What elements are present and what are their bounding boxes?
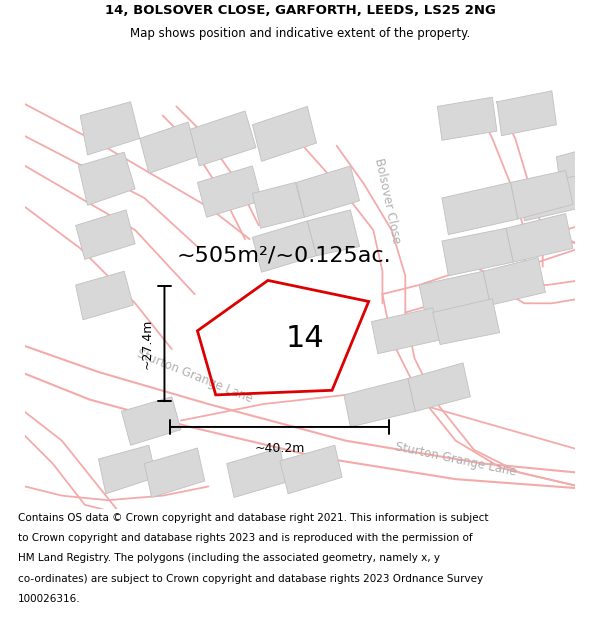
Polygon shape xyxy=(197,166,262,217)
Polygon shape xyxy=(98,445,156,494)
Text: HM Land Registry. The polygons (including the associated geometry, namely x, y: HM Land Registry. The polygons (includin… xyxy=(18,553,440,563)
Polygon shape xyxy=(227,448,287,498)
Polygon shape xyxy=(145,448,205,498)
Polygon shape xyxy=(442,228,514,276)
Text: ~27.4m: ~27.4m xyxy=(140,318,154,369)
Polygon shape xyxy=(253,182,305,228)
Polygon shape xyxy=(80,102,140,155)
Polygon shape xyxy=(76,271,133,320)
Polygon shape xyxy=(140,122,197,173)
Polygon shape xyxy=(442,182,518,234)
Text: ~505m²/~0.125ac.: ~505m²/~0.125ac. xyxy=(176,246,391,266)
Polygon shape xyxy=(437,98,497,140)
Text: 100026316.: 100026316. xyxy=(18,594,80,604)
Text: 14, BOLSOVER CLOSE, GARFORTH, LEEDS, LS25 2NG: 14, BOLSOVER CLOSE, GARFORTH, LEEDS, LS2… xyxy=(104,4,496,17)
Text: Bolsover Close: Bolsover Close xyxy=(371,157,403,244)
Polygon shape xyxy=(497,91,556,136)
Polygon shape xyxy=(190,111,256,166)
Text: co-ordinates) are subject to Crown copyright and database rights 2023 Ordnance S: co-ordinates) are subject to Crown copyr… xyxy=(18,574,483,584)
Polygon shape xyxy=(520,175,584,221)
Polygon shape xyxy=(344,378,415,427)
Text: to Crown copyright and database rights 2023 and is reproduced with the permissio: to Crown copyright and database rights 2… xyxy=(18,533,473,543)
Text: Sturton Grange Lane: Sturton Grange Lane xyxy=(394,440,518,478)
Text: ~40.2m: ~40.2m xyxy=(254,442,305,454)
Polygon shape xyxy=(371,308,440,354)
Text: Map shows position and indicative extent of the property.: Map shows position and indicative extent… xyxy=(130,28,470,40)
Polygon shape xyxy=(433,299,500,344)
Polygon shape xyxy=(296,166,359,217)
Polygon shape xyxy=(511,171,573,219)
Polygon shape xyxy=(121,397,181,445)
Polygon shape xyxy=(253,106,316,161)
Polygon shape xyxy=(419,271,490,320)
Polygon shape xyxy=(408,363,470,411)
Polygon shape xyxy=(280,445,342,494)
Polygon shape xyxy=(483,258,545,305)
Text: Contains OS data © Crown copyright and database right 2021. This information is : Contains OS data © Crown copyright and d… xyxy=(18,513,488,523)
Polygon shape xyxy=(307,210,359,256)
Text: 14: 14 xyxy=(285,324,324,352)
Polygon shape xyxy=(556,149,589,192)
Text: Sturton Grange Lane: Sturton Grange Lane xyxy=(135,348,254,406)
Polygon shape xyxy=(79,152,135,206)
Polygon shape xyxy=(76,210,135,259)
Polygon shape xyxy=(253,221,316,272)
Polygon shape xyxy=(506,214,573,262)
